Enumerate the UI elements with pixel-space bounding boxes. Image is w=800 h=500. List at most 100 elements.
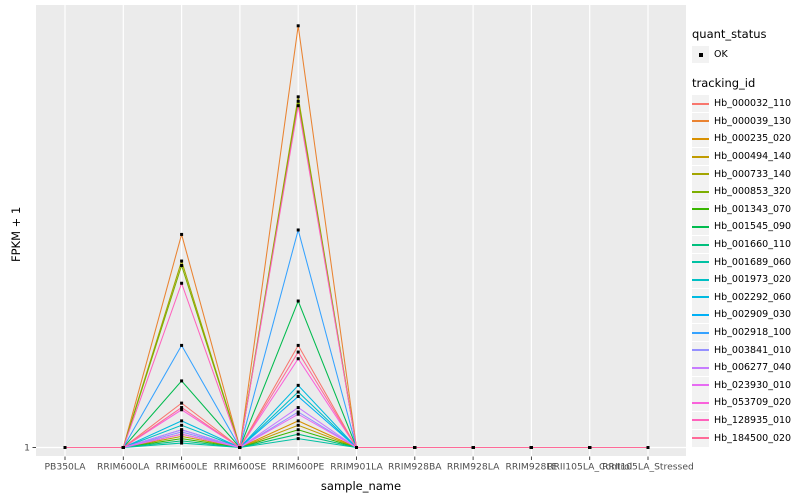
x-axis-title: sample_name [320, 479, 402, 493]
legend-item-label: Hb_002292_060 [714, 291, 792, 303]
data-point [296, 423, 300, 427]
data-point [588, 446, 592, 449]
legend-line-swatch [692, 137, 709, 140]
legend-key-box [692, 271, 709, 289]
point-marker-icon [698, 52, 703, 57]
data-point [180, 437, 184, 441]
legend-line-swatch [692, 419, 709, 422]
x-tick-label: RRIM600LE [156, 462, 208, 473]
legend-key-box [692, 130, 709, 148]
data-point [296, 24, 300, 28]
legend-title-tracking-id: tracking_id [692, 76, 756, 90]
legend-line-swatch [692, 208, 709, 211]
data-point [121, 446, 125, 449]
data-point [296, 383, 300, 387]
legend-item: Hb_001689_060 [692, 253, 791, 271]
legend-item: Hb_184500_020 [692, 429, 791, 447]
legend-line-swatch [692, 102, 709, 105]
legend-title-quant-status: quant_status [692, 27, 767, 41]
legend-item-label: Hb_003841_010 [714, 344, 792, 356]
legend-item: Hb_001973_020 [692, 271, 791, 289]
legend-item: Hb_002292_060 [692, 288, 792, 307]
legend-item: Hb_006277_040 [692, 359, 791, 377]
legend-key-box [692, 324, 709, 342]
data-point [529, 446, 533, 449]
legend-item-label: Hb_001689_060 [714, 256, 792, 268]
legend-item-label: Hb_000235_020 [714, 133, 792, 145]
legend-key-box [692, 95, 709, 113]
data-point [296, 432, 300, 436]
legend-line-swatch [692, 243, 709, 246]
legend-item: Hb_002918_100 [692, 324, 791, 342]
legend-item-label: Hb_053709_020 [714, 397, 792, 409]
legend-item: Hb_128935_010 [692, 411, 792, 430]
legend-item-label: Hb_000733_140 [714, 168, 792, 180]
legend-key-box [692, 218, 709, 236]
y-axis-title: FPKM + 1 [9, 206, 23, 262]
legend-item-label: OK [714, 49, 728, 61]
data-point [471, 446, 475, 449]
legend-item: Hb_001660_110 [692, 236, 791, 254]
legend-line-swatch [692, 313, 709, 316]
data-point [646, 446, 650, 449]
legend-key-box [692, 341, 709, 359]
legend-item: Hb_000494_140 [692, 148, 791, 166]
legend-item-label: Hb_128935_010 [714, 414, 792, 426]
legend-key-box [692, 165, 709, 183]
legend-line-swatch [692, 190, 709, 193]
legend-item: Hb_003841_010 [692, 341, 791, 359]
data-point [63, 446, 67, 449]
legend-item: Hb_001545_090 [692, 218, 791, 236]
data-point [296, 410, 300, 414]
data-point [180, 408, 184, 412]
legend-line-swatch [692, 155, 709, 158]
data-point [296, 299, 300, 303]
data-point [180, 343, 184, 347]
legend-item-label: Hb_002918_100 [714, 327, 792, 339]
data-point [180, 379, 184, 383]
data-point [296, 350, 300, 354]
data-point [355, 446, 358, 449]
legend-item: Hb_001343_070 [692, 200, 791, 219]
legend-item-label: Hb_001973_020 [714, 274, 792, 286]
legend-line-swatch [692, 261, 709, 264]
legend-item-label: Hb_184500_020 [714, 432, 792, 444]
data-point [296, 406, 300, 410]
legend-item-label: Hb_000853_320 [714, 186, 792, 198]
x-tick-label: RRIM928LE [505, 462, 557, 473]
legend-item-label: Hb_002909_030 [714, 309, 792, 321]
data-point [238, 446, 242, 449]
data-point [180, 406, 184, 410]
x-tick-label: RRII105LA_Stressed [602, 462, 694, 473]
data-point [296, 390, 300, 394]
legend-key-box [692, 306, 709, 324]
legend-key-box [692, 183, 709, 201]
data-point [296, 419, 300, 423]
legend-key-box [692, 253, 709, 271]
x-tick-label: RRIM928BA [388, 462, 442, 473]
legend-key-box [692, 148, 709, 166]
legend-line-swatch [692, 173, 709, 176]
legend-item-label: Hb_001545_090 [714, 221, 792, 233]
x-tick-label: RRII105LA_Control [547, 462, 632, 473]
legend-line-swatch [692, 278, 709, 281]
legend-item-label: Hb_000494_140 [714, 151, 792, 163]
legend-group-tracking-id: tracking_id Hb_000032_110 Hb_000039_130 Hb… [692, 76, 791, 447]
legend-item: Hb_000039_130 [692, 112, 792, 131]
legend-key-box [692, 112, 709, 130]
data-point [296, 412, 300, 416]
legend-tracking-items: Hb_000032_110 Hb_000039_130 Hb_000235_020 H… [692, 95, 791, 447]
legend-line-swatch [692, 296, 709, 299]
legend-item: Hb_000733_140 [692, 165, 791, 183]
legend-line-swatch [692, 384, 709, 387]
legend-key-box [692, 376, 709, 394]
legend-line-swatch [692, 331, 709, 334]
data-point [180, 432, 184, 436]
data-point [180, 423, 184, 427]
legend-item: Hb_000235_020 [692, 130, 791, 148]
legend-group-quant-status: quant_status OK [692, 27, 767, 64]
data-point [180, 401, 184, 405]
legend-item-label: Hb_000039_130 [714, 115, 792, 127]
legend-item-label: Hb_000032_110 [714, 98, 792, 110]
